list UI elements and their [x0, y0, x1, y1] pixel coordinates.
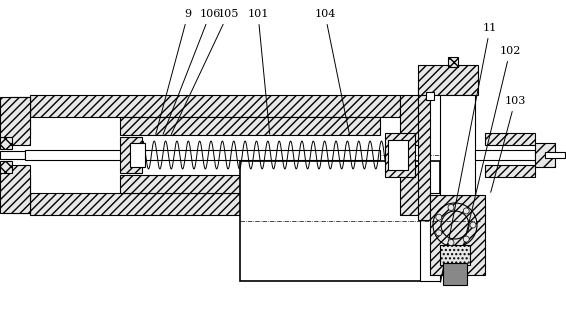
Circle shape [470, 222, 476, 228]
Circle shape [448, 239, 454, 246]
Text: 106: 106 [163, 9, 221, 134]
Circle shape [436, 214, 442, 220]
Text: 104: 104 [314, 9, 349, 134]
Bar [10, 175, 30, 213]
Bar [426, 92, 434, 100]
Bar [25, 150, 380, 160]
Bar [418, 65, 478, 95]
Text: 103: 103 [491, 96, 526, 192]
Bar [475, 150, 535, 160]
Bar [120, 175, 380, 193]
Text: 11: 11 [440, 23, 497, 282]
Bar [30, 193, 400, 215]
Bar [400, 165, 420, 215]
Circle shape [436, 230, 442, 236]
Bar [400, 95, 420, 145]
Text: 102: 102 [461, 46, 521, 257]
Bar [0, 97, 30, 145]
Text: 105: 105 [171, 9, 239, 134]
Bar [430, 195, 485, 275]
Bar [440, 95, 475, 195]
Bar [0, 165, 30, 213]
Bar [30, 95, 400, 117]
Bar [420, 193, 440, 281]
Circle shape [463, 236, 469, 242]
Bar [485, 133, 535, 145]
Bar [535, 143, 555, 167]
Circle shape [448, 204, 454, 211]
Bar [545, 152, 565, 158]
Bar [440, 245, 470, 265]
Bar [0, 137, 12, 149]
Bar [0, 161, 12, 173]
Bar [10, 97, 30, 135]
Bar [418, 85, 430, 220]
Bar [388, 140, 408, 170]
Text: 9: 9 [156, 9, 191, 134]
Bar [448, 57, 458, 67]
Bar [120, 137, 142, 173]
Bar [485, 165, 535, 177]
Bar [240, 161, 440, 281]
Circle shape [463, 208, 469, 214]
Text: 101: 101 [247, 9, 270, 134]
Bar [0, 151, 25, 159]
Bar [120, 117, 380, 135]
Bar [385, 133, 415, 177]
Bar [130, 143, 145, 167]
Bar [443, 263, 467, 285]
